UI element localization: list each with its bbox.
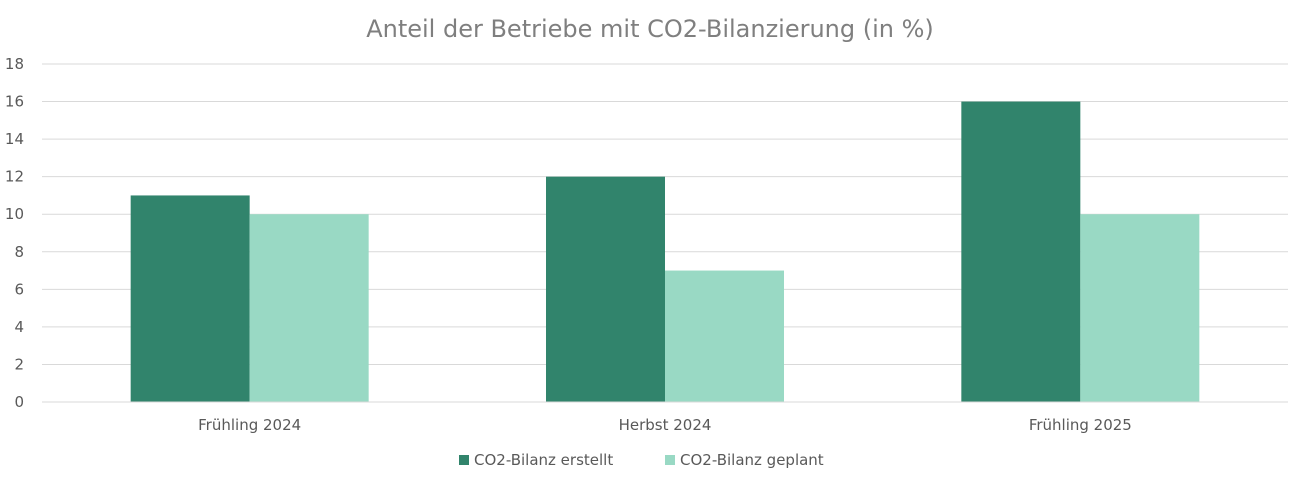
x-category-label: Herbst 2024 (619, 416, 712, 434)
y-tick-label: 8 (14, 243, 24, 261)
y-tick-label: 16 (5, 93, 24, 111)
legend-label: CO2-Bilanz erstellt (474, 451, 613, 469)
x-category-label: Frühling 2024 (198, 416, 301, 434)
y-tick-label: 18 (5, 55, 24, 73)
legend-swatch (459, 455, 469, 465)
y-tick-label: 14 (5, 130, 24, 148)
bar-geplant (249, 214, 369, 402)
bar-erstellt (546, 176, 665, 402)
bar-geplant (665, 270, 784, 402)
bar-erstellt (961, 101, 1081, 403)
y-tick-label: 6 (14, 280, 24, 298)
y-axis-ticks: 0 2 4 6 8 10 12 14 16 18 (5, 55, 24, 411)
bar-geplant (1080, 214, 1200, 402)
y-tick-label: 4 (14, 318, 24, 336)
x-category-label: Frühling 2025 (1029, 416, 1132, 434)
y-tick-label: 12 (5, 168, 24, 186)
legend: CO2-Bilanz erstellt CO2-Bilanz geplant (459, 451, 824, 469)
legend-swatch (665, 455, 675, 465)
bars (42, 101, 1288, 403)
y-tick-label: 10 (5, 205, 24, 223)
chart-title: Anteil der Betriebe mit CO2-Bilanzierung… (366, 15, 934, 43)
legend-label: CO2-Bilanz geplant (680, 451, 824, 469)
y-tick-label: 0 (14, 393, 24, 411)
y-tick-label: 2 (14, 355, 24, 373)
bar-erstellt (130, 195, 250, 402)
x-axis-labels: Frühling 2024 Herbst 2024 Frühling 2025 (198, 416, 1132, 434)
